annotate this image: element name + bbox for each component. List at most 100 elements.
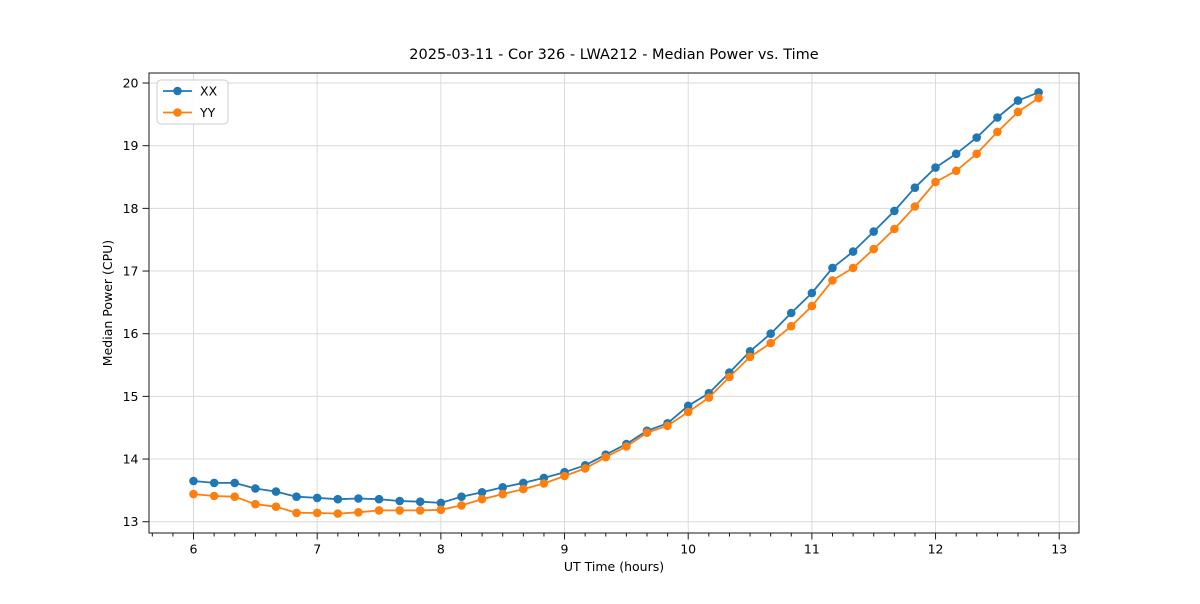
data-point-yy <box>333 509 343 518</box>
series-layer <box>189 88 1043 518</box>
data-point-xx <box>972 133 981 142</box>
series-line-xx <box>192 91 1040 504</box>
data-point-yy <box>890 224 899 234</box>
data-point-yy <box>498 489 508 499</box>
data-point-yy <box>230 492 239 502</box>
data-point-xx <box>374 494 384 504</box>
data-point-yy <box>972 149 981 159</box>
data-point-yy <box>1013 107 1023 117</box>
data-point-xx <box>993 113 1002 122</box>
data-point-yy <box>828 276 837 285</box>
y-tick-label: 20 <box>123 76 139 91</box>
data-point-yy <box>251 499 260 509</box>
grid-layer <box>149 73 1079 533</box>
data-point-yy <box>622 442 631 451</box>
data-point-xx <box>251 484 260 493</box>
y-tick-label: 13 <box>123 514 139 529</box>
data-point-yy <box>415 506 425 515</box>
data-point-xx <box>848 247 858 256</box>
data-point-xx <box>683 401 693 411</box>
chart-title: 2025-03-11 - Cor 326 - LWA212 - Median P… <box>409 47 818 63</box>
data-point-xx <box>354 494 363 503</box>
data-point-yy <box>745 352 755 362</box>
data-point-xx <box>312 493 322 503</box>
legend-label-yy: YY <box>199 105 216 120</box>
data-point-yy <box>395 506 405 515</box>
data-point-yy <box>704 393 714 402</box>
data-point-xx <box>828 263 837 273</box>
data-point-yy <box>539 479 549 488</box>
data-point-yy <box>519 484 528 494</box>
data-point-xx <box>931 163 940 172</box>
data-point-yy <box>1034 93 1043 103</box>
data-point-xx <box>415 497 425 507</box>
data-point-xx <box>807 288 817 298</box>
y-tick-label: 15 <box>123 389 139 404</box>
data-point-yy <box>910 202 920 211</box>
data-point-yy <box>436 505 446 515</box>
data-point-xx <box>1013 96 1023 105</box>
data-point-xx <box>477 488 487 497</box>
data-point-yy <box>271 502 281 512</box>
data-point-yy <box>993 127 1002 137</box>
data-point-xx <box>436 498 446 508</box>
data-point-xx <box>890 206 899 216</box>
data-point-yy <box>601 452 610 462</box>
data-point-yy <box>663 421 672 431</box>
data-point-xx <box>910 183 920 192</box>
data-point-yy <box>869 244 878 254</box>
x-tick-label: 7 <box>313 542 321 557</box>
data-point-yy <box>354 508 363 517</box>
data-point-xx <box>457 492 466 502</box>
data-point-yy <box>683 407 693 417</box>
series-line-yy <box>192 97 1040 515</box>
data-point-xx <box>292 492 301 502</box>
data-point-yy <box>312 508 322 518</box>
plot-border <box>148 72 1080 534</box>
data-point-yy <box>189 489 198 499</box>
data-point-yy <box>642 428 652 438</box>
data-point-xx <box>395 496 405 506</box>
data-point-yy <box>457 501 466 510</box>
data-point-yy <box>725 372 734 382</box>
data-point-yy <box>807 301 817 311</box>
y-tick-label: 16 <box>123 326 139 341</box>
data-point-xx <box>230 478 239 488</box>
x-tick-label: 10 <box>680 542 696 557</box>
data-point-yy <box>951 166 961 176</box>
y-tick-label: 17 <box>123 264 139 279</box>
data-point-xx <box>498 483 508 492</box>
data-point-yy <box>786 321 796 331</box>
data-point-xx <box>333 494 343 504</box>
data-point-xx <box>786 308 796 318</box>
axes-layer: 6 7 8 9 10 11 12 13 13 14 15 16 17 18 19 20 <box>123 76 1068 557</box>
legend-label-xx: XX <box>200 84 218 99</box>
y-tick-label: 18 <box>123 201 139 216</box>
y-axis-label: Median Power (CPU) <box>100 240 115 366</box>
data-point-xx <box>209 478 219 488</box>
x-tick-label: 12 <box>928 542 944 557</box>
x-tick-label: 11 <box>804 542 820 557</box>
data-point-xx <box>951 149 961 159</box>
data-point-yy <box>209 491 219 501</box>
x-tick-label: 13 <box>1051 542 1067 557</box>
data-point-yy <box>931 177 940 187</box>
legend-frame <box>156 79 229 125</box>
x-axis-label: UT Time (hours) <box>564 559 664 574</box>
data-point-xx <box>869 227 878 236</box>
y-tick-label: 19 <box>123 138 139 153</box>
data-point-yy <box>477 494 487 504</box>
legend: XX YY <box>156 79 229 125</box>
data-point-xx <box>519 478 528 488</box>
data-point-yy <box>292 508 301 518</box>
data-point-xx <box>271 487 281 496</box>
legend-marker-xx <box>173 86 182 96</box>
data-point-yy <box>580 464 590 473</box>
data-point-yy <box>766 338 775 348</box>
x-tick-label: 8 <box>437 542 445 557</box>
data-point-yy <box>848 263 858 273</box>
x-tick-label: 6 <box>190 542 198 557</box>
data-point-xx <box>189 476 198 486</box>
